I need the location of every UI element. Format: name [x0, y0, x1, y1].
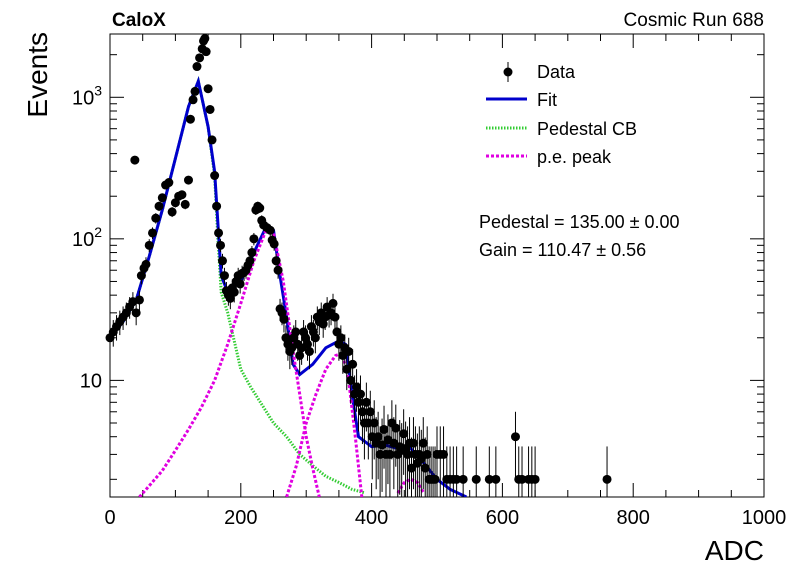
legend-entry-fit: Fit	[537, 90, 557, 110]
data-point	[273, 262, 283, 279]
data-point	[200, 34, 210, 44]
y-tick-label: 102	[72, 224, 102, 251]
data-point	[130, 155, 140, 165]
x-tick-label: 0	[104, 507, 115, 529]
legend-entry-data: Data	[537, 62, 576, 82]
data-point	[328, 293, 338, 315]
data-point	[183, 175, 193, 185]
data-point	[265, 224, 275, 237]
y-tick-label: 103	[72, 82, 102, 109]
data-point	[185, 114, 195, 124]
data-point	[249, 232, 259, 246]
data-point	[439, 426, 449, 497]
data-point	[214, 227, 224, 240]
data-point	[348, 349, 358, 385]
data-point	[458, 446, 468, 497]
data-point	[164, 178, 174, 188]
pe-peak-curve-2	[285, 351, 364, 497]
pe-peak-curve-1	[138, 225, 321, 497]
data-point	[177, 190, 187, 200]
data-point	[310, 325, 320, 354]
fit-curves	[110, 75, 468, 497]
data-point	[157, 193, 167, 203]
data-point	[216, 239, 226, 253]
data-point	[471, 446, 481, 497]
experiment-label: CaloX	[112, 10, 166, 31]
data-point	[279, 308, 289, 333]
legend: Data Fit Pedestal CB p.e. peak	[486, 62, 637, 167]
legend-entry-pedestal: Pedestal CB	[537, 119, 637, 139]
data-points	[105, 34, 612, 497]
data-point	[134, 290, 144, 311]
data-point	[167, 207, 177, 218]
data-point	[330, 306, 340, 330]
data-point	[195, 53, 205, 63]
data-point	[151, 213, 161, 224]
x-tick-label: 200	[224, 507, 257, 529]
x-tick-label: 400	[355, 507, 388, 529]
x-tick-label: 800	[617, 507, 650, 529]
legend-entry-pe: p.e. peak	[537, 147, 612, 167]
data-point	[484, 446, 494, 497]
x-tick-label: 1000	[742, 507, 787, 529]
data-point	[201, 47, 211, 57]
run-label: Cosmic Run 688	[624, 10, 764, 31]
data-point	[180, 199, 190, 210]
axis-ticks	[109, 34, 765, 497]
data-point	[212, 201, 222, 212]
data-point	[247, 246, 257, 260]
legend-data-marker	[503, 62, 513, 82]
data-point	[255, 203, 265, 214]
data-point	[219, 267, 229, 285]
data-point	[188, 95, 198, 105]
data-point	[491, 446, 501, 497]
data-point	[154, 201, 164, 212]
data-point	[217, 253, 227, 269]
data-point	[269, 237, 279, 251]
gain-annotation: Gain = 110.47 ± 0.56	[479, 240, 646, 260]
data-point	[131, 302, 141, 326]
x-axis-title: ADC	[705, 535, 764, 566]
data-point	[144, 239, 154, 253]
data-point	[141, 257, 151, 273]
data-point	[148, 227, 158, 240]
data-point	[530, 446, 540, 497]
data-point	[207, 135, 217, 145]
y-tick-label: 10	[80, 370, 102, 392]
data-point	[203, 84, 213, 94]
data-point	[205, 104, 215, 114]
axis-tick-labels: 0 200 400 600 800 1000 10 102 103	[72, 82, 786, 529]
data-point	[517, 446, 527, 497]
data-point	[602, 446, 612, 497]
data-point	[190, 86, 200, 96]
data-point	[304, 337, 314, 370]
data-point	[192, 62, 202, 72]
y-axis-title: Events	[22, 32, 53, 118]
x-tick-label: 600	[486, 507, 519, 529]
data-point	[210, 171, 220, 181]
data-point	[452, 446, 462, 497]
data-point	[510, 411, 520, 480]
fit-curve	[110, 75, 468, 497]
pedestal-annotation: Pedestal = 135.00 ± 0.00	[479, 212, 680, 232]
